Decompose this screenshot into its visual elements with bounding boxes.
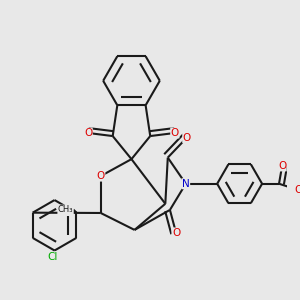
Text: O: O [183, 133, 191, 142]
Text: O: O [171, 128, 179, 138]
Text: O: O [84, 128, 92, 138]
Text: Cl: Cl [47, 252, 57, 262]
Text: O: O [294, 185, 300, 195]
Text: N: N [182, 179, 190, 189]
Text: O: O [97, 171, 105, 181]
Text: CH₃: CH₃ [58, 205, 73, 214]
Text: O: O [278, 161, 286, 171]
Text: O: O [172, 228, 180, 238]
